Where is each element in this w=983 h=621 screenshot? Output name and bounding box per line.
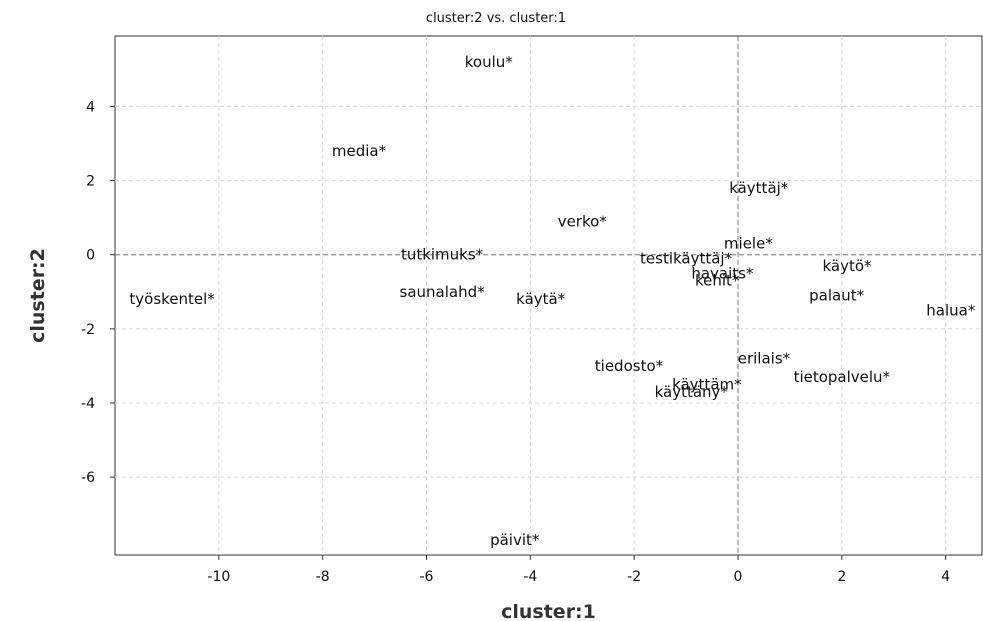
y-tick-label: -6: [81, 470, 95, 486]
point-label: halua*: [926, 301, 976, 319]
x-tick-label: -4: [523, 569, 537, 585]
data-points: koulu* media* käyttäj* verko* miele* tutkimuk…: [129, 53, 975, 549]
x-tick-label: -6: [420, 569, 434, 585]
point-label: verko*: [558, 212, 608, 230]
point-label: palaut*: [809, 287, 864, 305]
point-label: kehit*: [695, 272, 740, 290]
point-label: saunalahd*: [400, 283, 486, 301]
x-axis-label: cluster:1: [501, 601, 596, 621]
y-tick-label: 0: [86, 248, 95, 264]
y-axis-label: cluster:2: [27, 248, 49, 343]
x-tick-label: -2: [627, 569, 641, 585]
point-label: päivit*: [490, 531, 540, 549]
y-tick-label: 2: [86, 174, 95, 190]
point-label: tietopalvelu*: [794, 368, 891, 386]
x-tick-label: -8: [316, 569, 330, 585]
point-label: käytä*: [516, 290, 566, 308]
y-tick-label: -2: [81, 322, 95, 338]
point-label: käyttäj*: [729, 179, 789, 197]
point-label: tutkimuks*: [401, 246, 484, 264]
x-tick-label: -10: [207, 569, 230, 585]
x-tick-label: 4: [941, 569, 950, 585]
chart-title: cluster:2 vs. cluster:1: [426, 11, 566, 26]
plot-area: [114, 35, 983, 556]
y-tick-label: -4: [81, 396, 95, 412]
point-label: testikäyttäj*: [640, 249, 733, 267]
point-label: käyttäny*: [655, 383, 729, 401]
grid: [115, 36, 982, 555]
point-label: media*: [332, 142, 387, 160]
point-label: erilais*: [738, 350, 791, 368]
point-label: koulu*: [465, 53, 514, 71]
y-tick-label: 4: [86, 99, 95, 115]
point-label: miele*: [724, 235, 773, 253]
point-label: tiedosto*: [595, 357, 664, 375]
point-label: käytö*: [822, 257, 872, 275]
axis-ticks: -10 -8 -6 -4 -2 0 2 4 4 2 0 -2 -4 -6: [81, 99, 950, 585]
x-tick-label: 0: [734, 569, 743, 585]
point-label: havaits*: [691, 264, 754, 282]
x-tick-label: 2: [837, 569, 846, 585]
point-label: työskentel*: [129, 290, 215, 308]
point-label: käyttäm*: [672, 375, 742, 393]
